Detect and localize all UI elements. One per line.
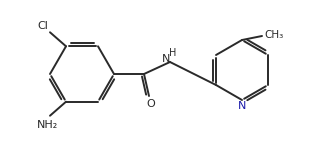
Text: N: N bbox=[238, 101, 246, 111]
Text: O: O bbox=[147, 99, 155, 109]
Text: H: H bbox=[169, 48, 177, 58]
Text: CH₃: CH₃ bbox=[264, 30, 283, 40]
Text: NH₂: NH₂ bbox=[37, 120, 59, 130]
Text: N: N bbox=[162, 54, 170, 64]
Text: Cl: Cl bbox=[38, 21, 49, 31]
